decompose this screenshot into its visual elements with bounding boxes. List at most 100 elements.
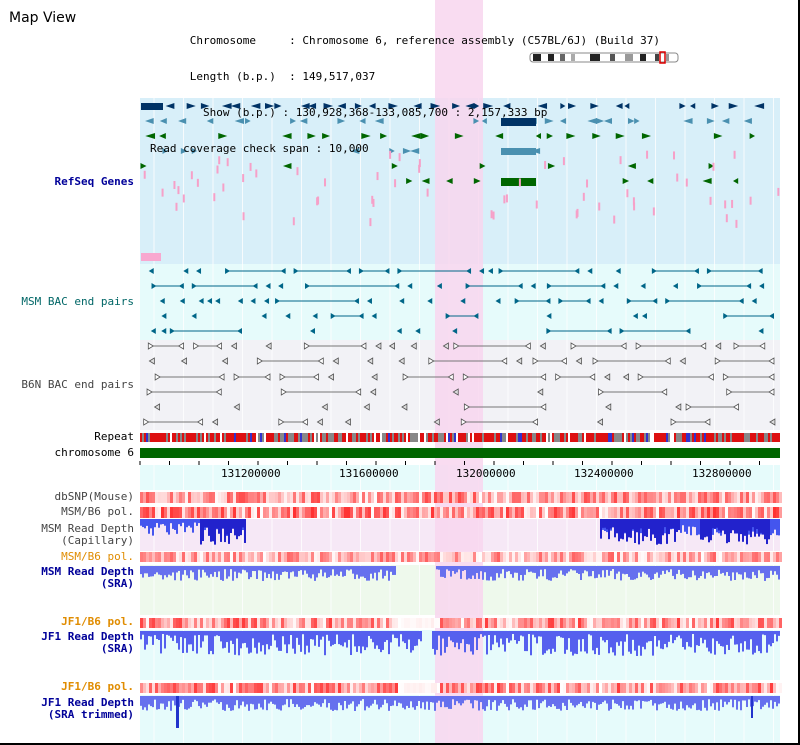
- repeat-segment: [436, 433, 438, 442]
- track-label-b6n-bac[interactable]: B6N BAC end pairs: [21, 378, 134, 391]
- track-label-jf1-b6-pol-1[interactable]: JF1/B6 pol.: [61, 615, 134, 628]
- jf1-depth-trim-bar: [658, 696, 660, 705]
- repeat-segment: [258, 433, 260, 442]
- jf1-depth-sra-bar: [178, 631, 180, 650]
- jf1-b6-pol-heat-cell: [311, 683, 314, 693]
- jf1-b6-pol-heat-cell: [455, 618, 458, 628]
- dbsnp-heat-cell: [233, 492, 236, 503]
- msm-b6-pol-heat-cell: [647, 552, 650, 562]
- jf1-depth-trim-bar: [494, 696, 496, 701]
- jf1-depth-trim-bar: [672, 696, 674, 710]
- msm-b6-pol-heat-cell: [698, 507, 701, 518]
- msm-b6-pol-heat-cell: [755, 552, 758, 562]
- repeat-segment: [196, 433, 198, 442]
- msm-b6-pol-heat-cell: [242, 552, 245, 562]
- repeat-segment: [592, 433, 594, 442]
- jf1-depth-sra-bar: [678, 631, 680, 636]
- dbsnp-heat-cell: [503, 492, 506, 503]
- jf1-b6-pol-heat-cell: [140, 618, 143, 628]
- jf1-b6-pol-heat-cell: [776, 618, 779, 628]
- msm-depth-sra-bar: [316, 566, 318, 578]
- msm-b6-pol-heat-cell: [443, 552, 446, 562]
- jf1-depth-sra-bar: [578, 631, 580, 640]
- msm-depth-cap-bar: [234, 519, 236, 536]
- jf1-b6-pol-heat-cell: [149, 683, 152, 693]
- repeat-segment: [620, 433, 622, 442]
- msm-depth-sra-bar: [278, 566, 280, 580]
- track-label-msm-b6-pol-1[interactable]: MSM/B6 pol.: [61, 505, 134, 518]
- msm-b6-pol-heat-cell: [674, 507, 677, 518]
- msm-depth-sra-bar: [634, 566, 636, 580]
- jf1-depth-trim-bar: [206, 696, 208, 707]
- jf1-depth-trim-bar: [342, 696, 344, 711]
- jf1-b6-pol-heat-cell: [344, 618, 347, 628]
- jf1-depth-trim-bar: [662, 696, 664, 704]
- jf1-depth-trim-bar: [360, 696, 362, 701]
- track-label-jf1-b6-pol-2[interactable]: JF1/B6 pol.: [61, 680, 134, 693]
- msm-b6-pol-heat-cell: [635, 507, 638, 518]
- msm-depth-cap-bar: [760, 519, 762, 533]
- msm-depth-sra-bar: [246, 566, 248, 573]
- jf1-b6-pol-heat-cell: [578, 618, 581, 628]
- jf1-b6-pol-heat-cell: [209, 683, 212, 693]
- track-label-dbsnp[interactable]: dbSNP(Mouse): [54, 490, 134, 503]
- refseq-minor-mark: [418, 164, 421, 173]
- jf1-depth-sra-bar: [416, 631, 418, 646]
- jf1-depth-sra-bar: [334, 631, 336, 644]
- dbsnp-heat-cell: [371, 492, 374, 503]
- msm-b6-pol-heat-cell: [506, 552, 509, 562]
- jf1-depth-sra-bar: [704, 631, 706, 640]
- msm-b6-pol-heat-cell: [338, 507, 341, 518]
- track-label-refseq[interactable]: RefSeq Genes: [54, 175, 134, 188]
- jf1-depth-sra-bar: [348, 631, 350, 640]
- jf1-b6-pol-heat-cell: [638, 683, 641, 693]
- jf1-depth-sra-bar: [490, 631, 492, 651]
- track-label-msm-bac[interactable]: MSM BAC end pairs: [21, 295, 134, 308]
- msm-depth-sra-bar: [726, 566, 728, 573]
- repeat-segment: [548, 433, 550, 442]
- msm-b6-pol-heat-cell: [500, 552, 503, 562]
- msm-depth-sra-bar: [554, 566, 556, 578]
- jf1-depth-sra-bar: [354, 631, 356, 647]
- bac-end-arrow: [613, 283, 619, 289]
- msm-depth-sra-bar: [772, 566, 774, 575]
- gene-arrow: [368, 103, 376, 109]
- msm-depth-cap-bar: [192, 519, 194, 533]
- track-label-jf1-depth-sra-1[interactable]: JF1 Read Depth: [41, 630, 134, 643]
- jf1-b6-pol-heat-cell: [323, 618, 326, 628]
- msm-depth-cap-bar: [770, 519, 772, 536]
- jf1-b6-pol-heat-cell: [197, 618, 200, 628]
- msm-b6-pol-heat-cell: [218, 507, 221, 518]
- msm-depth-sra-bar: [468, 566, 470, 579]
- jf1-depth-trim-bar: [216, 696, 218, 703]
- repeat-segment: [318, 433, 320, 442]
- msm-depth-cap-bar: [648, 519, 650, 529]
- gene-arrow: [159, 118, 167, 124]
- repeat-segment: [468, 433, 470, 442]
- msm-b6-pol-heat-cell: [455, 552, 458, 562]
- gene-arrow: [410, 148, 420, 154]
- jf1-depth-trim-bar: [302, 696, 304, 709]
- jf1-depth-sra-bar: [658, 631, 660, 641]
- jf1-b6-pol-heat-cell: [506, 683, 509, 693]
- repeat-segment: [320, 433, 322, 442]
- dbsnp-heat-cell: [341, 492, 344, 503]
- msm-depth-sra-bar: [314, 566, 316, 581]
- jf1-depth-sra-bar: [418, 631, 420, 640]
- msm-depth-sra-bar: [470, 566, 472, 579]
- bac-end-arrow: [191, 283, 197, 289]
- jf1-b6-pol-heat-cell: [566, 683, 569, 693]
- jf1-depth-sra-bar: [566, 631, 568, 650]
- repeat-segment: [680, 433, 682, 442]
- track-label-msm-depth-sra-1[interactable]: MSM Read Depth: [41, 565, 134, 578]
- msm-b6-pol-heat-cell: [686, 507, 689, 518]
- track-label-msm-depth-cap-1[interactable]: MSM Read Depth: [41, 522, 134, 535]
- track-label-msm-b6-pol-2[interactable]: MSM/B6 pol.: [61, 550, 134, 563]
- dbsnp-heat-cell: [353, 492, 356, 503]
- track-label-jf1-depth-trim-1[interactable]: JF1 Read Depth: [41, 696, 134, 709]
- msm-b6-pol-heat-cell: [323, 507, 326, 518]
- jf1-b6-pol-heat-cell: [311, 618, 314, 628]
- msm-depth-sra-bar: [364, 566, 366, 579]
- dbsnp-heat-cell: [284, 492, 287, 503]
- msm-b6-pol-heat-cell: [239, 552, 242, 562]
